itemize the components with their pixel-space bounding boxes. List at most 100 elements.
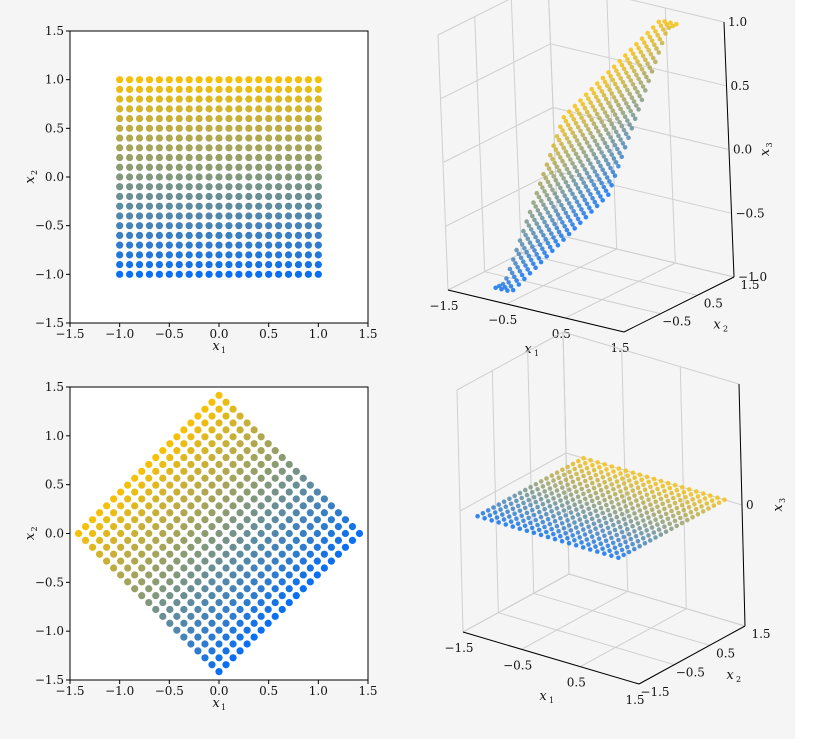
data-point: [560, 158, 565, 164]
data-point: [155, 173, 163, 181]
data-point: [601, 123, 607, 129]
data-point: [665, 498, 671, 504]
data-point: [623, 504, 628, 509]
data-point: [159, 516, 167, 524]
data-point: [655, 522, 660, 527]
grid-line: [442, 107, 554, 163]
data-point: [208, 564, 216, 572]
data-point: [208, 398, 216, 406]
data-point: [607, 179, 612, 184]
data-point: [334, 550, 343, 558]
data-point: [559, 538, 565, 544]
data-point: [138, 522, 146, 531]
data-point: [669, 490, 674, 496]
data-point: [521, 500, 526, 506]
data-point: [165, 241, 173, 249]
data-point: [152, 509, 160, 517]
data-point: [264, 481, 272, 489]
data-point: [685, 500, 690, 505]
data-point: [250, 481, 258, 489]
data-point: [165, 261, 173, 269]
data-point: [201, 640, 209, 648]
data-point: [588, 192, 593, 197]
data-point: [250, 467, 258, 475]
data-point: [567, 140, 572, 145]
data-point: [695, 494, 701, 499]
data-point: [294, 202, 303, 210]
z-axis-label-group: x3: [771, 498, 787, 512]
grid-line: [562, 331, 740, 385]
data-point: [180, 550, 188, 558]
data-point: [155, 192, 163, 201]
data-point: [574, 168, 580, 174]
data-point: [632, 493, 637, 498]
data-point: [235, 251, 243, 259]
data-point: [285, 598, 293, 607]
data-point: [205, 105, 213, 113]
data-point: [314, 124, 322, 132]
z-axis-label-sub: 3: [765, 142, 774, 147]
data-point: [617, 120, 622, 125]
data-point: [304, 251, 312, 259]
data-point: [593, 155, 599, 161]
data-point: [546, 227, 552, 232]
data-point: [613, 129, 619, 135]
data-point: [194, 440, 202, 448]
data-point: [185, 95, 193, 103]
data-point: [341, 516, 350, 524]
data-point: [271, 447, 279, 455]
data-point: [575, 512, 581, 517]
data-point: [292, 578, 300, 586]
data-point: [138, 481, 146, 489]
data-point: [612, 527, 618, 533]
data-point: [255, 192, 263, 201]
data-point: [651, 512, 657, 517]
data-point: [658, 532, 664, 537]
data-point: [614, 550, 619, 556]
data-point: [116, 144, 124, 152]
data-point: [194, 412, 202, 420]
data-point: [165, 202, 173, 210]
y-axis-label-group: x2: [23, 526, 39, 540]
data-point: [587, 547, 593, 552]
data-point: [646, 78, 651, 84]
data-point: [570, 533, 575, 538]
data-point: [166, 467, 174, 475]
data-point: [166, 495, 174, 503]
data-point: [159, 612, 167, 620]
data-point: [208, 522, 216, 531]
data-point: [110, 509, 118, 517]
grid-line: [462, 573, 570, 633]
data-point: [255, 85, 263, 93]
data-point: [255, 95, 263, 103]
data-point: [235, 163, 243, 171]
data-point: [688, 509, 694, 515]
data-point: [607, 494, 613, 500]
data-point: [250, 495, 258, 503]
data-point: [634, 103, 639, 108]
data-point: [194, 509, 202, 517]
data-point: [126, 241, 134, 249]
data-point: [201, 488, 209, 496]
data-point: [551, 174, 556, 179]
data-point: [583, 123, 589, 128]
data-point: [608, 135, 613, 140]
data-point: [250, 605, 258, 614]
data-point: [124, 481, 132, 489]
data-point: [152, 522, 160, 531]
data-point: [622, 145, 628, 150]
data-point: [135, 124, 144, 132]
data-point: [320, 522, 328, 531]
grid-line: [510, 0, 522, 254]
data-point: [625, 544, 630, 550]
data-point: [568, 218, 573, 223]
data-point: [586, 127, 591, 132]
data-point: [264, 522, 272, 531]
data-point: [636, 76, 641, 82]
data-point: [117, 516, 125, 524]
data-point: [145, 212, 154, 220]
data-point: [135, 134, 144, 142]
data-point: [600, 528, 605, 534]
data-point: [278, 467, 286, 475]
data-point: [275, 251, 283, 259]
